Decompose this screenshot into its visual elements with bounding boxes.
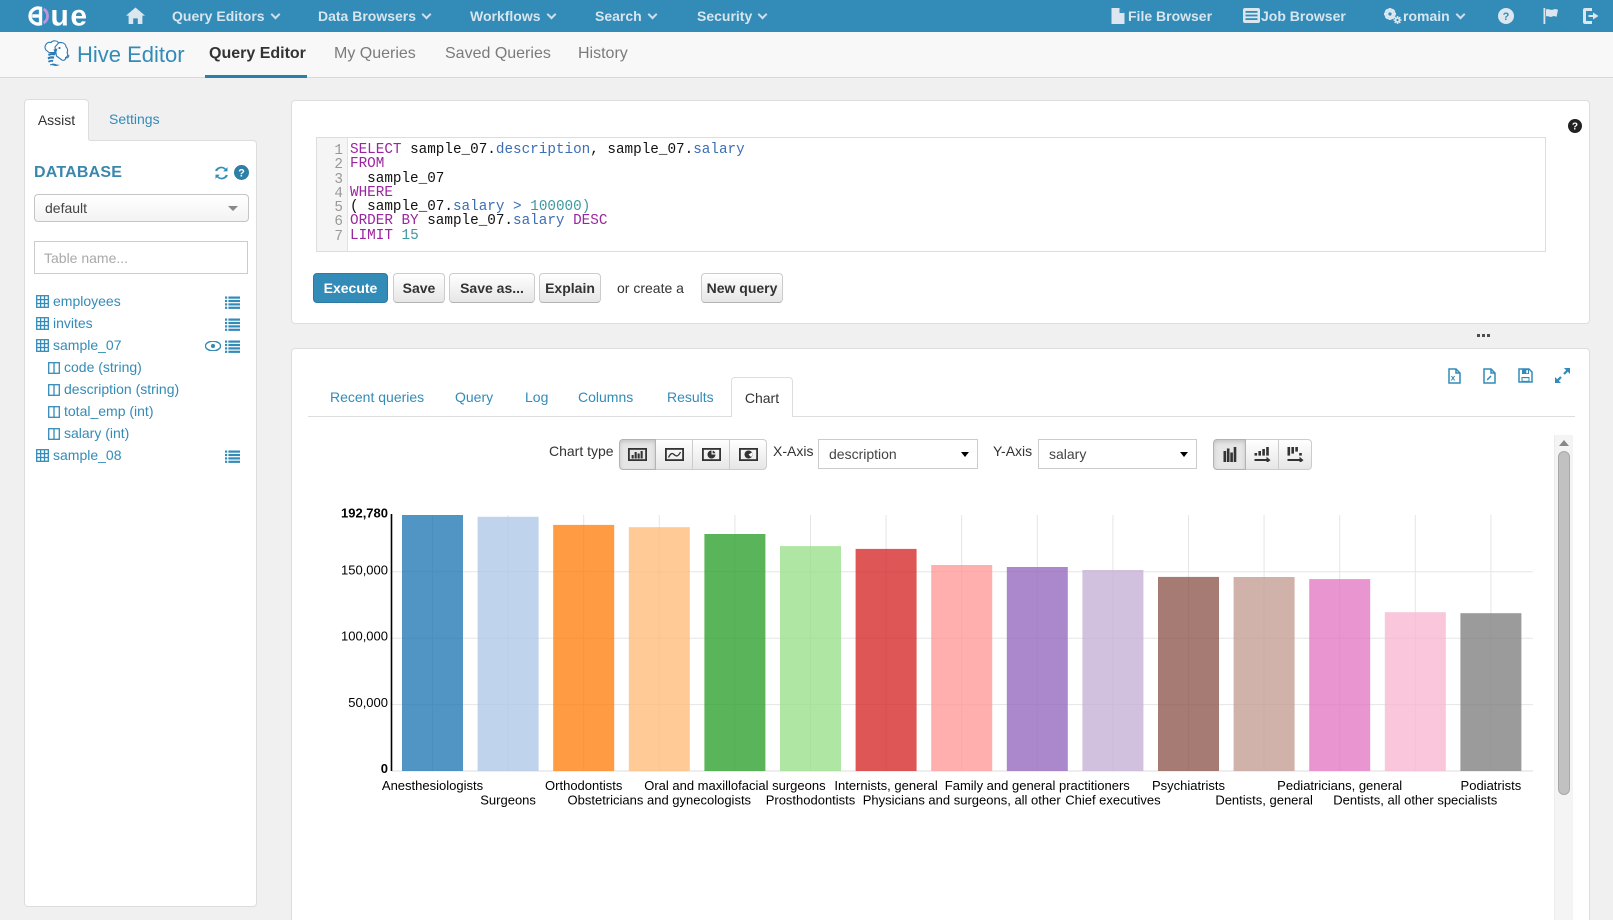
- svg-text:192,780: 192,780: [341, 506, 388, 521]
- svg-text:Anesthesiologists: Anesthesiologists: [382, 778, 484, 793]
- svg-text:?: ?: [1572, 122, 1578, 133]
- svg-text:Prosthodontists: Prosthodontists: [766, 793, 856, 808]
- svg-text:Oral and maxillofacial surgeon: Oral and maxillofacial surgeons: [644, 778, 826, 793]
- svg-text:Chief executives: Chief executives: [1065, 793, 1161, 808]
- svg-text:Dentists, all other specialist: Dentists, all other specialists: [1333, 793, 1498, 808]
- svg-text:0: 0: [381, 761, 388, 776]
- svg-text:Dentists, general: Dentists, general: [1215, 793, 1313, 808]
- svg-text:Podiatrists: Podiatrists: [1461, 778, 1522, 793]
- svg-text:?: ?: [1503, 11, 1510, 23]
- svg-text:x: x: [1451, 373, 1456, 383]
- svg-text:Internists, general: Internists, general: [834, 778, 937, 793]
- svg-text:100,000: 100,000: [341, 629, 388, 644]
- svg-text:50,000: 50,000: [348, 695, 388, 710]
- svg-text:Obstetricians and gynecologist: Obstetricians and gynecologists: [568, 793, 752, 808]
- svg-text:Physicians and surgeons, all o: Physicians and surgeons, all other: [863, 793, 1062, 808]
- svg-text:Orthodontists: Orthodontists: [545, 778, 623, 793]
- svg-text:?: ?: [238, 167, 245, 179]
- svg-text:150,000: 150,000: [341, 562, 388, 577]
- svg-text:Family and general practitione: Family and general practitioners: [945, 778, 1130, 793]
- svg-text:ue: ue: [51, 6, 89, 27]
- svg-text:Psychiatrists: Psychiatrists: [1152, 778, 1225, 793]
- svg-text:Pediatricians, general: Pediatricians, general: [1277, 778, 1402, 793]
- svg-text:Surgeons: Surgeons: [480, 793, 536, 808]
